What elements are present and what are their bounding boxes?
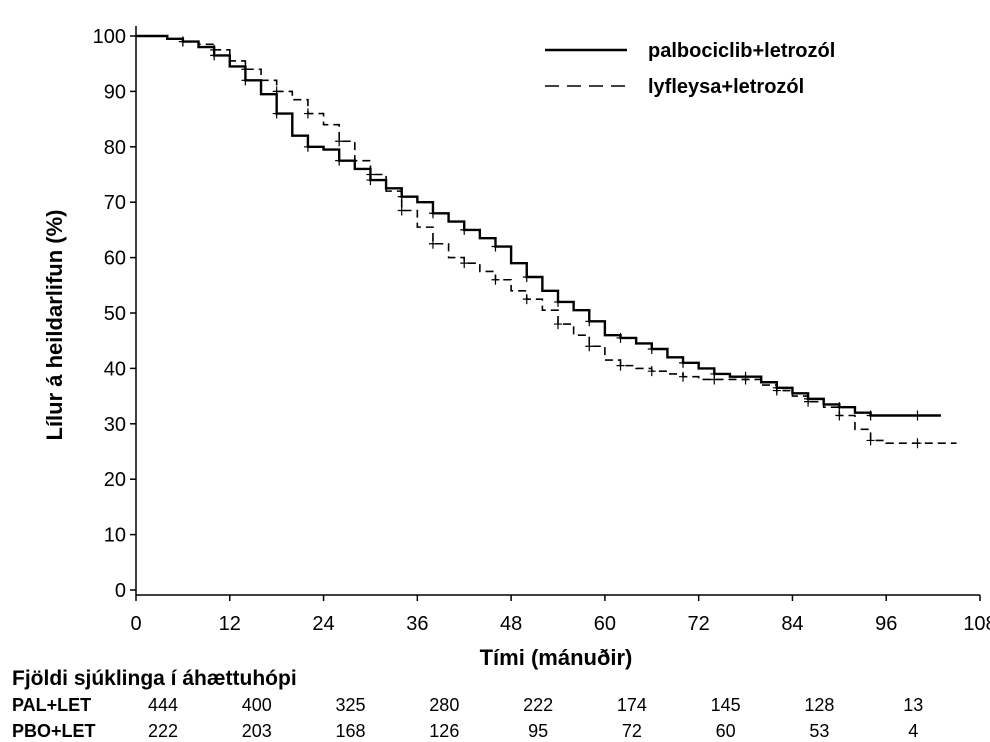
censor-mark	[679, 371, 688, 382]
censor-mark	[554, 296, 562, 307]
censor-mark	[272, 108, 281, 119]
censor-mark	[241, 75, 250, 86]
legend-label: lyfleysa+letrozól	[648, 76, 804, 98]
censor-mark	[585, 316, 594, 327]
censor-mark	[866, 410, 875, 421]
survival-curve-placebo	[136, 35, 957, 444]
censor-mark	[616, 360, 625, 371]
y-tick-label: 20	[104, 469, 126, 491]
y-tick-label: 90	[104, 81, 126, 103]
y-tick-label: 100	[93, 26, 126, 48]
censor-mark	[241, 64, 250, 75]
risk-count: 60	[716, 721, 736, 741]
censor-mark	[428, 238, 437, 249]
censor-mark	[428, 208, 437, 219]
censor-mark	[210, 44, 219, 55]
x-tick-label: 48	[500, 613, 522, 635]
censor-mark	[913, 410, 922, 421]
axes: 0 10 20 30 40 50 60 70 80 90 100 0 12 24 36 48 60 72 84 96 1…	[93, 26, 990, 635]
censor-mark	[366, 169, 375, 180]
censor-mark	[178, 36, 187, 47]
risk-count: 4	[908, 721, 918, 741]
x-axis-title: Tími (mánuðir)	[480, 645, 633, 670]
censor-mark	[522, 271, 531, 282]
censor-mark	[835, 410, 844, 421]
x-tick-label: 96	[875, 613, 897, 635]
risk-table: PAL+LET444400325280222174145128130PBO+LE…	[12, 695, 923, 741]
censor-mark	[303, 141, 312, 152]
censor-mark	[554, 319, 562, 330]
risk-count: 168	[336, 721, 366, 741]
risk-count: 95	[528, 721, 548, 741]
censor-mark	[647, 366, 656, 377]
x-tick-label: 108	[963, 613, 990, 635]
risk-table-title: Fjöldi sjúklinga í áhættuhópi	[12, 667, 297, 690]
legend: palbociclib+letrozól lyfleysa+letrozól	[545, 40, 835, 98]
x-tick-label: 0	[130, 613, 141, 635]
x-tick-label: 84	[781, 613, 803, 635]
y-tick-label: 70	[104, 192, 126, 214]
y-axis-title: Lílur á heildarlifun (%)	[42, 209, 67, 440]
risk-count: 53	[809, 721, 829, 741]
risk-count: 126	[429, 721, 459, 741]
censor-mark	[460, 224, 469, 235]
censor-mark	[491, 274, 500, 285]
censor-mark	[866, 435, 875, 446]
censor-mark	[522, 294, 531, 305]
censor-mark	[741, 374, 750, 385]
censor-mark	[804, 396, 813, 407]
risk-count: 222	[523, 695, 553, 715]
censor-mark	[272, 86, 281, 97]
x-tick-label: 24	[312, 613, 334, 635]
risk-count: 128	[804, 695, 834, 715]
risk-count: 222	[148, 721, 178, 741]
y-tick-label: 30	[104, 414, 126, 436]
risk-count: 203	[242, 721, 272, 741]
censor-mark	[491, 241, 500, 252]
survival-curves	[136, 34, 957, 449]
censor-mark	[772, 385, 781, 396]
censor-mark	[303, 108, 312, 119]
y-tick-label: 40	[104, 358, 126, 380]
censor-mark	[647, 344, 656, 355]
y-tick-label: 0	[115, 580, 126, 602]
censor-mark	[913, 438, 922, 449]
censor-mark	[335, 136, 344, 147]
risk-count: 174	[617, 695, 647, 715]
survival-curve-palbociclib	[136, 34, 941, 417]
x-tick-label: 12	[219, 613, 241, 635]
x-tick-label: 36	[406, 613, 428, 635]
risk-row-label: PBO+LET	[12, 721, 96, 741]
censor-mark	[460, 258, 469, 269]
censor-mark	[397, 205, 406, 216]
risk-count: 280	[429, 695, 459, 715]
censor-mark	[335, 155, 344, 166]
y-tick-label: 60	[104, 248, 126, 270]
censor-mark	[679, 357, 688, 368]
risk-count: 444	[148, 695, 178, 715]
censor-mark	[585, 341, 594, 352]
risk-count: 13	[903, 695, 923, 715]
x-tick-label: 72	[688, 613, 710, 635]
legend-label: palbociclib+letrozól	[648, 40, 835, 62]
risk-row-label: PAL+LET	[12, 695, 91, 715]
censor-mark	[710, 374, 719, 385]
risk-count: 72	[622, 721, 642, 741]
y-tick-label: 50	[104, 303, 126, 325]
y-tick-label: 80	[104, 137, 126, 159]
risk-count: 400	[242, 695, 272, 715]
censor-mark	[616, 332, 625, 343]
y-tick-label: 10	[104, 525, 126, 547]
risk-count: 325	[336, 695, 366, 715]
x-tick-label: 60	[594, 613, 616, 635]
risk-count: 145	[711, 695, 741, 715]
